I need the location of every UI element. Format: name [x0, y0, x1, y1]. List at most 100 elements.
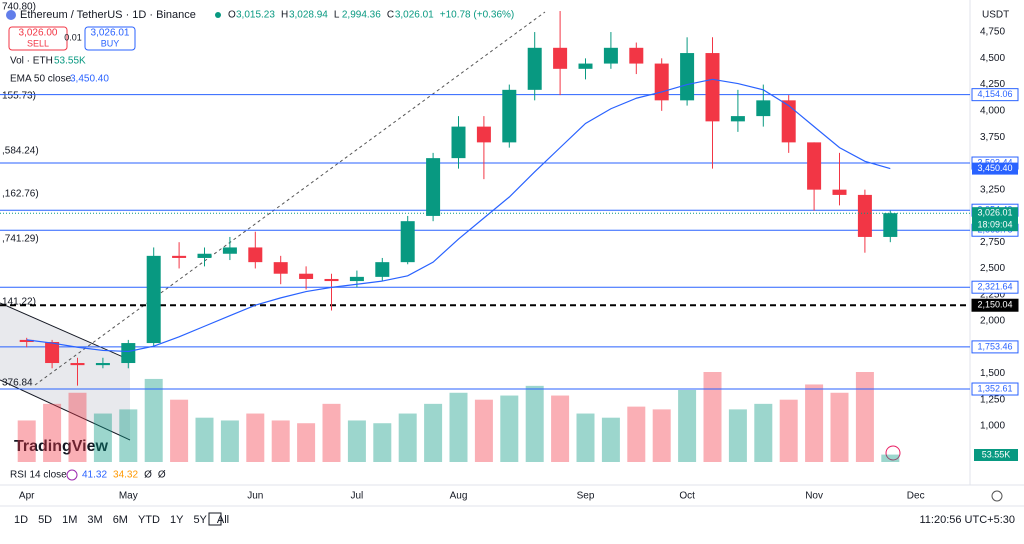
x-tick-label: Apr: [19, 491, 35, 502]
volume-bar: [576, 413, 595, 462]
volume-legend: Vol · ETH: [10, 56, 53, 67]
volume-bar: [347, 420, 366, 462]
y-tick-label: 4,000: [980, 105, 1005, 116]
volume-bar: [754, 403, 773, 462]
rsi-value: 41.32: [82, 470, 107, 481]
candle-body: [19, 339, 34, 343]
volume-bar: [779, 399, 798, 462]
candle-body: [70, 363, 85, 366]
x-tick-label: Oct: [679, 491, 695, 502]
ohlc-value: 3,026.01: [395, 10, 434, 21]
fib-label: 141.22): [2, 297, 36, 308]
volume-bar: [627, 406, 646, 462]
volume-bar: [68, 392, 87, 462]
candle-body: [553, 47, 568, 69]
volume-tag: [974, 449, 1018, 461]
header: Ethereum / TetherUS · 1D · Binance: [6, 9, 221, 21]
ohlc-key: H: [281, 10, 288, 21]
y-tick-label: 2,500: [980, 263, 1005, 274]
candle-body: [857, 194, 872, 237]
ohlc-value: 3,028.94: [289, 10, 328, 21]
symbol-icon: [6, 10, 16, 20]
ohlc-value: 3,015.23: [236, 10, 275, 21]
y-tick-label: 1,250: [980, 394, 1005, 405]
sell-label[interactable]: SELL: [27, 38, 49, 48]
range-button[interactable]: 6M: [113, 514, 128, 526]
volume-bar: [93, 413, 112, 462]
volume-bar: [271, 420, 290, 462]
channel-shade: [0, 303, 130, 440]
level-tag: [971, 88, 1019, 102]
candle-body: [248, 247, 263, 263]
sell-button[interactable]: [8, 26, 68, 51]
volume-bar: [297, 423, 316, 462]
level-tag: [971, 340, 1019, 354]
countdown: 18:09:04: [977, 220, 1012, 230]
candle-body: [172, 255, 187, 258]
sell-price[interactable]: 3,026.00: [19, 28, 58, 39]
candle-body: [654, 63, 669, 101]
volume-bar: [246, 413, 265, 462]
range-button[interactable]: All: [217, 514, 229, 526]
buy-price[interactable]: 3,026.01: [91, 28, 130, 39]
price-tag: [972, 207, 1018, 232]
alert-icon[interactable]: [885, 445, 901, 461]
volume-bar: [652, 409, 671, 462]
volume-bar: [500, 395, 519, 462]
x-tick-label: Jun: [247, 491, 263, 502]
status-dot: [215, 12, 221, 18]
range-button[interactable]: 5D: [38, 514, 52, 526]
candle-body: [146, 255, 161, 344]
y-tick-label: 4,750: [980, 27, 1005, 38]
candle-body: [629, 47, 644, 64]
candle-body: [426, 158, 441, 216]
volume-bar: [474, 399, 493, 462]
candle-body: [781, 100, 796, 143]
ema-legend: EMA 50 close: [10, 74, 72, 85]
fib-label: ,741.29): [2, 234, 39, 245]
buy-label[interactable]: BUY: [101, 38, 120, 48]
candle-body: [45, 342, 60, 364]
volume-tag-label: 53.55K: [982, 449, 1011, 459]
x-tick-label: Sep: [577, 491, 595, 502]
rsi-icon[interactable]: [66, 469, 78, 481]
buy-button[interactable]: [84, 26, 136, 51]
volume-bar: [220, 420, 239, 462]
ohlc-key: C: [387, 10, 394, 21]
ema-legend-value: 3,450.40: [70, 74, 109, 85]
candle-body: [756, 100, 771, 117]
spread: 0.01: [64, 32, 82, 42]
candle-body: [730, 116, 745, 122]
candle-body: [476, 126, 491, 143]
x-tick-label: Jul: [351, 491, 364, 502]
range-button[interactable]: 1Y: [170, 514, 184, 526]
range-button[interactable]: YTD: [138, 514, 160, 526]
y-tick-label: 4,500: [980, 53, 1005, 64]
calendar-icon[interactable]: [208, 512, 222, 526]
level-tag: [971, 382, 1019, 396]
y-tick-label: 2,000: [980, 316, 1005, 327]
candle-body: [349, 276, 364, 282]
ema-line: [26, 78, 891, 353]
volume-bar: [373, 423, 392, 462]
settings-icon[interactable]: [991, 490, 1003, 502]
currency[interactable]: USDT: [982, 10, 1009, 21]
volume-bar: [805, 384, 824, 462]
candle-body: [832, 189, 847, 195]
candle-body: [502, 89, 517, 143]
y-tick-label: 2,750: [980, 237, 1005, 248]
range-button[interactable]: 1M: [62, 514, 77, 526]
candle-body: [121, 343, 136, 364]
y-tick-label: 4,250: [980, 79, 1005, 90]
level-tag: [971, 280, 1019, 294]
candle-body: [197, 253, 212, 258]
level-label: 3,503.44: [977, 157, 1012, 167]
level-label: 1,352.61: [977, 383, 1012, 393]
range-button[interactable]: 1D: [14, 514, 28, 526]
range-button[interactable]: 3M: [87, 514, 102, 526]
range-button[interactable]: 5Y: [193, 514, 207, 526]
price-tag-label: 3,026.01: [977, 208, 1012, 218]
rsi-value: Ø: [144, 470, 152, 481]
